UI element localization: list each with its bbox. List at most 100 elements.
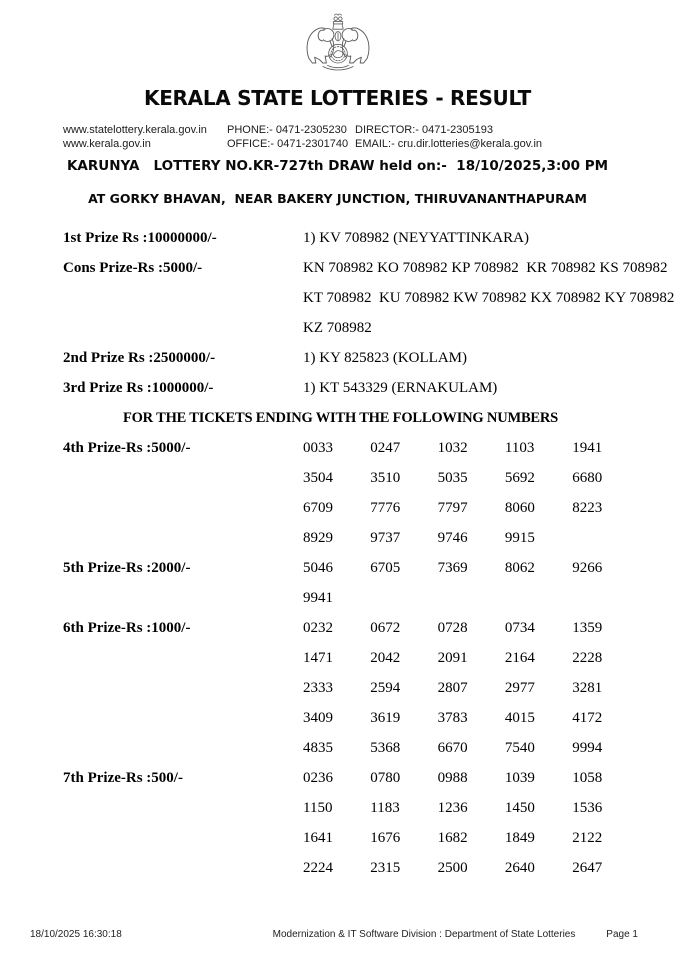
ticket-number: 2500 — [437, 860, 468, 876]
ticket-number: 9266 — [572, 560, 603, 576]
contact-info: www.statelottery.kerala.gov.in PHONE:- 0… — [63, 123, 675, 151]
ticket-number: 7797 — [437, 500, 468, 516]
footer-division: Modernization & IT Software Division : D… — [272, 929, 576, 940]
prize-winner: 1) KV 708982 (NEYYATTINKARA) — [303, 223, 675, 253]
ticket-number: 3504 — [303, 470, 333, 486]
website-primary: www.statelottery.kerala.gov.in — [63, 124, 207, 136]
base-scrolls — [321, 64, 354, 71]
prize-row-6th: 6th Prize-Rs :1000/- 0232 0672 0728 0734… — [63, 613, 675, 763]
ticket-number: 2333 — [303, 680, 333, 696]
ticket-number: 0728 — [437, 620, 468, 636]
contact-row-1: www.statelottery.kerala.gov.in PHONE:- 0… — [63, 123, 675, 137]
ticket-number: 9915 — [504, 530, 535, 546]
ticket-number: 0236 — [303, 770, 333, 786]
ticket-number: 7540 — [504, 740, 535, 756]
footer-timestamp: 18/10/2025 16:30:18 — [30, 929, 122, 940]
ticket-number: 4015 — [504, 710, 535, 726]
prize-row-3rd: 3rd Prize Rs :1000000/- 1) KT 543329 (ER… — [63, 373, 675, 403]
winning-ticket: 1) KY 825823 (KOLLAM) — [303, 350, 468, 366]
prize-label: Cons Prize-Rs :5000/- — [63, 260, 203, 276]
section-heading: FOR THE TICKETS ENDING WITH THE FOLLOWIN… — [122, 410, 559, 426]
ticket-number-grid: 0033 0247 1032 1103 1941 3504 3510 5035 … — [303, 433, 639, 553]
ticket-number: 9737 — [370, 530, 401, 546]
ticket-number: 9994 — [572, 740, 603, 756]
footer-page-number: Page 1 — [606, 929, 638, 940]
contact-row-2: www.kerala.gov.in OFFICE:- 0471-2301740 … — [63, 137, 675, 151]
page-title: KERALA STATE LOTTERIES - RESULT — [144, 86, 531, 110]
prize-row-1st: 1st Prize Rs :10000000/- 1) KV 708982 (N… — [63, 223, 675, 253]
office-phone: OFFICE:- 0471-2301740 — [227, 138, 349, 150]
winning-ticket: 1) KT 543329 (ERNAKULAM) — [303, 380, 498, 396]
ticket-number: 6709 — [303, 500, 333, 516]
ticket-number: 0988 — [437, 770, 468, 786]
ticket-number: 1641 — [303, 830, 333, 846]
ticket-number: 4835 — [303, 740, 333, 756]
ticket-number: 1039 — [504, 770, 535, 786]
right-elephant — [341, 27, 369, 64]
ticket-number: 2640 — [504, 860, 535, 876]
prize-row-4th: 4th Prize-Rs :5000/- 0033 0247 1032 1103… — [63, 433, 675, 553]
venue-line: AT GORKY BHAVAN, NEAR BAKERY JUNCTION, T… — [88, 191, 587, 206]
cons-ticket-line: KN 708982 KO 708982 KP 708982 KR 708982 … — [303, 260, 668, 276]
ticket-number: 1849 — [504, 830, 535, 846]
prize-winner: KN 708982 KO 708982 KP 708982 KR 708982 … — [303, 253, 675, 343]
ticket-number: 2647 — [572, 860, 603, 876]
website-secondary: www.kerala.gov.in — [63, 138, 151, 150]
ticket-number: 4172 — [572, 710, 603, 726]
ticket-number: 3510 — [370, 470, 401, 486]
ticket-number: 3281 — [572, 680, 603, 696]
ticket-number: 5368 — [370, 740, 401, 756]
left-elephant — [306, 27, 334, 64]
ticket-number: 1236 — [437, 800, 468, 816]
prize-label: 2nd Prize Rs :2500000/- — [63, 350, 216, 366]
ticket-number: 0734 — [504, 620, 535, 636]
prize-winner: 1) KT 543329 (ERNAKULAM) — [303, 373, 675, 403]
ticket-number: 2091 — [437, 650, 468, 666]
prize-label: 4th Prize-Rs :5000/- — [63, 440, 191, 456]
cons-ticket-line: KT 708982 KU 708982 KW 708982 KX 708982 … — [303, 290, 675, 306]
cons-ticket-line: KZ 708982 — [303, 320, 372, 336]
prize-label: 6th Prize-Rs :1000/- — [63, 620, 191, 636]
ticket-number: 2164 — [504, 650, 535, 666]
ticket-number: 1450 — [504, 800, 535, 816]
ticket-number: 1941 — [572, 440, 603, 456]
ticket-number: 1103 — [504, 440, 535, 456]
ticket-number: 7369 — [437, 560, 468, 576]
ticket-number: 6670 — [437, 740, 468, 756]
ticket-number: 9746 — [437, 530, 468, 546]
prize-row-2nd: 2nd Prize Rs :2500000/- 1) KY 825823 (KO… — [63, 343, 675, 373]
ticket-number: 0247 — [370, 440, 401, 456]
ticket-number: 2807 — [437, 680, 468, 696]
email-address: EMAIL:- cru.dir.lotteries@kerala.gov.in — [355, 138, 543, 150]
ashoka-capital — [331, 13, 344, 30]
ticket-number: 6680 — [572, 470, 603, 486]
ticket-number: 7776 — [370, 500, 401, 516]
winning-ticket: 1) KV 708982 (NEYYATTINKARA) — [303, 230, 529, 246]
ticket-number: 1536 — [572, 800, 603, 816]
ticket-number: 2228 — [572, 650, 603, 666]
ticket-number: 2315 — [370, 860, 401, 876]
ticket-number: 2122 — [572, 830, 603, 846]
ticket-number-grid: 0232 0672 0728 0734 1359 1471 2042 2091 … — [303, 613, 639, 763]
emblem-container — [0, 0, 675, 78]
prize-label: 3rd Prize Rs :1000000/- — [63, 380, 214, 396]
ticket-number: 2224 — [303, 860, 333, 876]
ticket-number: 1682 — [437, 830, 468, 846]
ticket-number: 3619 — [370, 710, 401, 726]
ticket-number-grid: 0236 0780 0988 1039 1058 1150 1183 1236 … — [303, 763, 639, 883]
ticket-number: 1058 — [572, 770, 603, 786]
ticket-number: 8062 — [504, 560, 535, 576]
kerala-government-emblem-icon — [306, 13, 369, 71]
ticket-number: 1676 — [370, 830, 401, 846]
ticket-number: 6705 — [370, 560, 401, 576]
ticket-number: 0033 — [303, 440, 333, 456]
prize-row-cons: Cons Prize-Rs :5000/- KN 708982 KO 70898… — [63, 253, 675, 343]
ticket-number: 2594 — [370, 680, 401, 696]
ticket-number: 0672 — [370, 620, 401, 636]
ticket-number: 1032 — [437, 440, 468, 456]
draw-title: KARUNYA LOTTERY NO.KR-727th DRAW held on… — [66, 158, 609, 174]
ticket-number: 3783 — [437, 710, 468, 726]
ticket-number: 0780 — [370, 770, 401, 786]
ticket-number: 0232 — [303, 620, 333, 636]
